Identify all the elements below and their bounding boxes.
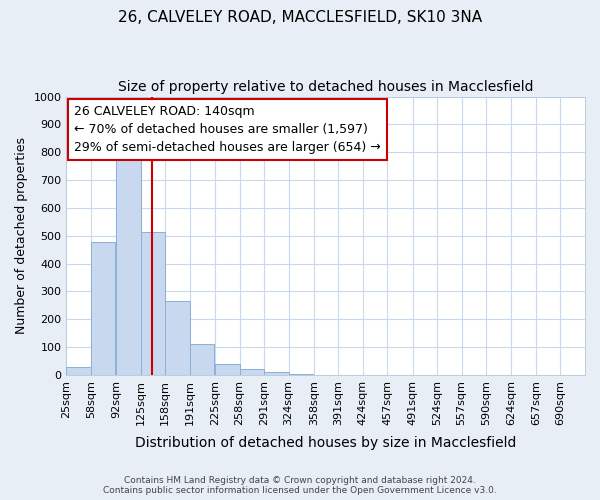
Bar — [215, 364, 239, 375]
X-axis label: Distribution of detached houses by size in Macclesfield: Distribution of detached houses by size … — [135, 436, 517, 450]
Bar — [116, 146, 141, 375]
Bar — [289, 374, 313, 375]
Bar — [165, 301, 190, 375]
Bar — [91, 242, 115, 375]
Text: 26 CALVELEY ROAD: 140sqm
← 70% of detached houses are smaller (1,597)
29% of sem: 26 CALVELEY ROAD: 140sqm ← 70% of detach… — [74, 105, 380, 154]
Bar — [141, 232, 165, 375]
Bar — [67, 366, 91, 375]
Bar — [239, 370, 264, 375]
Text: Contains HM Land Registry data © Crown copyright and database right 2024.
Contai: Contains HM Land Registry data © Crown c… — [103, 476, 497, 495]
Title: Size of property relative to detached houses in Macclesfield: Size of property relative to detached ho… — [118, 80, 533, 94]
Bar — [190, 344, 214, 375]
Bar — [264, 372, 289, 375]
Y-axis label: Number of detached properties: Number of detached properties — [15, 137, 28, 334]
Text: 26, CALVELEY ROAD, MACCLESFIELD, SK10 3NA: 26, CALVELEY ROAD, MACCLESFIELD, SK10 3N… — [118, 10, 482, 25]
